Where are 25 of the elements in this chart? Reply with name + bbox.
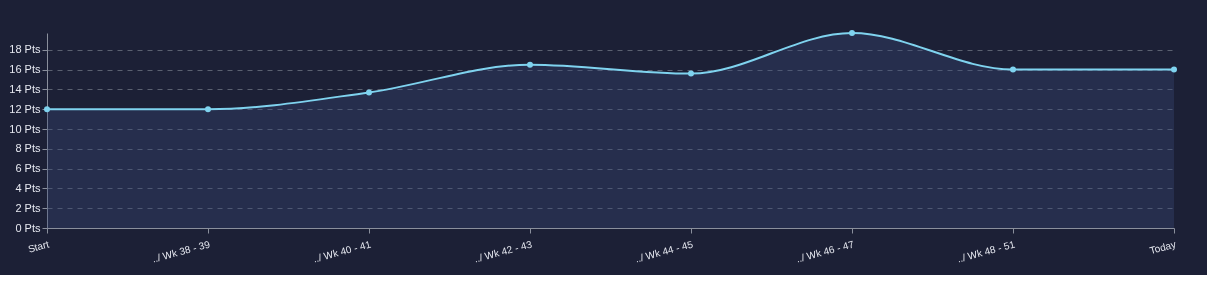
x-tick-label: Today: [1148, 238, 1178, 257]
y-tick-label: 8 Pts: [15, 142, 41, 155]
y-tick-label: 2 Pts: [15, 201, 41, 214]
point: [1010, 66, 1016, 73]
point: [1171, 66, 1177, 73]
y-tick-label: 0 Pts: [15, 221, 41, 234]
point: [527, 61, 533, 68]
y-tick-label: 10 Pts: [9, 122, 41, 135]
x-tick-label: ../ Wk 48 - 51: [955, 238, 1017, 265]
y-tick-label: 4 Pts: [15, 181, 41, 194]
x-tick-label: Start: [26, 238, 51, 255]
point: [849, 30, 855, 36]
point: [205, 106, 211, 113]
x-tick-label: ../ Wk 38 - 39: [150, 238, 212, 265]
x-tick-label: ../ Wk 44 - 45: [633, 238, 695, 265]
x-tick-label: ../ Wk 46 - 47: [794, 238, 856, 265]
y-tick-label: 16 Pts: [9, 63, 41, 76]
y-tick-label: 12 Pts: [9, 102, 41, 115]
point: [366, 89, 372, 96]
x-tick-label: ../ Wk 42 - 43: [472, 238, 534, 265]
point: [688, 70, 694, 77]
y-tick-label: 18 Pts: [9, 43, 41, 56]
y-tick-label: 14 Pts: [9, 82, 41, 95]
y-tick-label: 6 Pts: [15, 162, 41, 175]
x-tick-label: ../ Wk 40 - 41: [311, 238, 373, 265]
